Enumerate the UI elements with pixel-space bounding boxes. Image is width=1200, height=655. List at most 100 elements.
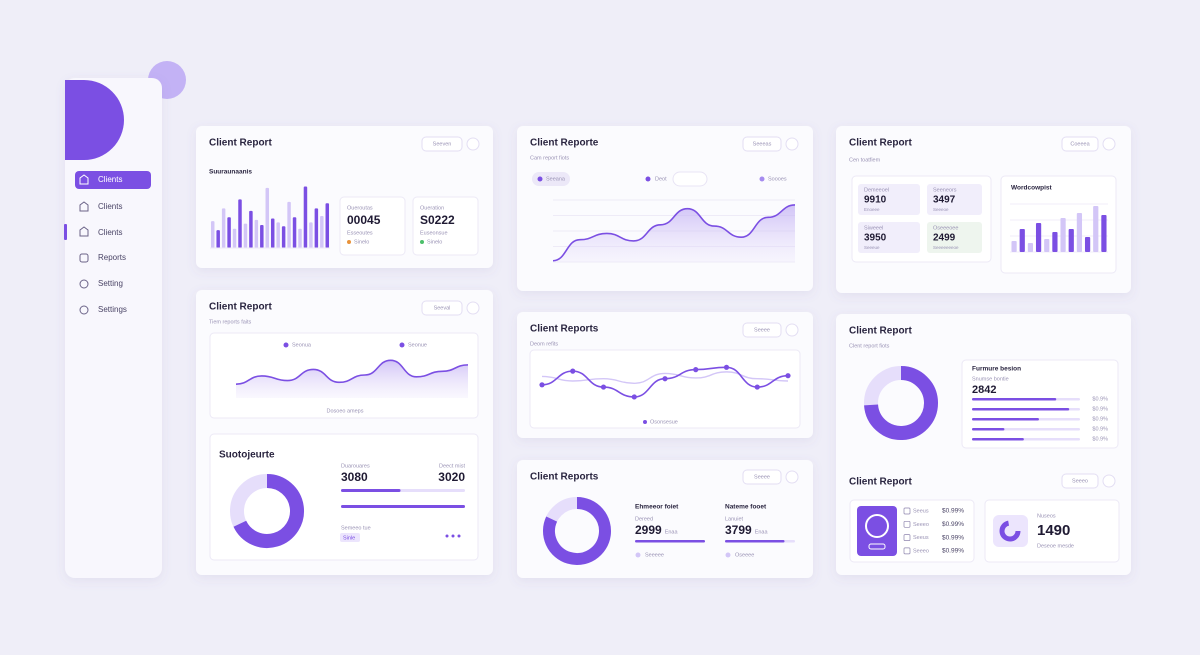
row-value: $0.99% xyxy=(942,521,964,528)
bar xyxy=(221,208,226,248)
button-label[interactable]: Seeeas xyxy=(753,141,772,147)
button-label[interactable]: Coeeea xyxy=(1070,141,1090,147)
button[interactable] xyxy=(421,136,463,152)
legend-label: Seonua xyxy=(292,342,312,348)
progress-bar xyxy=(635,540,705,543)
progress-bar xyxy=(972,428,1005,431)
stat-box xyxy=(858,184,920,215)
point xyxy=(723,364,730,370)
point xyxy=(600,384,607,390)
row-value: $0.99% xyxy=(942,534,964,541)
card-title: Client Report xyxy=(209,302,272,313)
stat-box xyxy=(927,222,982,253)
tab[interactable]: Seeana xyxy=(546,176,566,182)
chart-caption: Dosoeo ameps xyxy=(327,408,364,414)
stat-label: Deect mist xyxy=(439,463,465,469)
tab[interactable]: Soooes xyxy=(768,176,787,182)
stat-label: Oseeeoee xyxy=(933,225,958,231)
stat-note: Esseoutes xyxy=(347,230,373,236)
tab-active[interactable] xyxy=(532,172,570,186)
button-label[interactable]: Seeee xyxy=(754,327,770,333)
stat-unit: Enaa xyxy=(755,529,769,535)
icon-button[interactable] xyxy=(1102,474,1116,488)
nav-item[interactable]: Clients xyxy=(98,175,122,184)
card-subtitle: Cam report fiots xyxy=(530,155,569,161)
progress-bar xyxy=(972,418,1039,421)
bar xyxy=(303,186,308,248)
bar xyxy=(232,228,237,248)
progress-bar xyxy=(341,505,465,508)
button-label[interactable]: Seeee xyxy=(754,474,770,480)
bar xyxy=(227,217,231,248)
icon-button[interactable] xyxy=(785,137,799,151)
tag xyxy=(340,533,360,542)
line xyxy=(541,371,789,384)
progress-bar xyxy=(972,398,1057,401)
nav-item[interactable]: Clients xyxy=(98,228,122,237)
button-label[interactable]: Seeval xyxy=(434,305,451,311)
stat-note: Euseonsue xyxy=(420,230,448,236)
nav-icon xyxy=(79,253,89,263)
tab-box[interactable] xyxy=(672,171,708,187)
button[interactable] xyxy=(742,136,782,152)
nav-icon xyxy=(79,201,89,212)
card-subtitle: Cen toatfiem xyxy=(849,157,881,163)
progress-bar xyxy=(972,438,1024,441)
button[interactable] xyxy=(421,300,463,316)
bar xyxy=(276,222,280,248)
nav-item[interactable]: Setting xyxy=(98,279,123,288)
nav-item[interactable]: Clients xyxy=(98,202,122,211)
stat-note: Seeeeeeeoe xyxy=(933,245,959,250)
point xyxy=(570,368,576,374)
progress-bar xyxy=(972,408,1070,411)
bar xyxy=(1027,243,1034,252)
bar xyxy=(216,230,220,248)
card-title: Client Report xyxy=(849,138,912,149)
row-value: $0.9% xyxy=(1092,426,1108,432)
progress-bar xyxy=(725,540,785,543)
button[interactable] xyxy=(1061,473,1099,489)
icon-button[interactable] xyxy=(785,470,799,484)
legend-dot xyxy=(347,240,351,244)
stat-legend: Oseeee xyxy=(735,552,754,558)
nav-item[interactable]: Reports xyxy=(98,253,126,262)
stat-value: 9910 xyxy=(864,195,887,206)
bar xyxy=(292,217,297,248)
logo-shape xyxy=(65,80,124,160)
bar xyxy=(1035,223,1042,252)
nav-active[interactable] xyxy=(75,171,151,189)
pager xyxy=(445,534,461,538)
card-title: Client Reporte xyxy=(530,138,599,149)
button-label[interactable]: Seeeo xyxy=(1072,478,1088,484)
nav-item[interactable]: Settings xyxy=(98,305,127,314)
button-label[interactable]: Seeven xyxy=(433,141,452,147)
card-subtitle: Deom refits xyxy=(530,341,558,347)
sidebar xyxy=(65,78,162,578)
kpi-icon xyxy=(993,515,1028,547)
nav-indicator xyxy=(64,224,67,240)
stat-unit: Enaa xyxy=(665,529,679,535)
tab[interactable]: Deot xyxy=(655,176,667,182)
bar xyxy=(260,224,264,248)
button[interactable] xyxy=(742,469,782,485)
stat-box xyxy=(339,196,406,256)
row-value: $0.9% xyxy=(1092,396,1108,402)
icon-button[interactable] xyxy=(466,137,480,151)
row-value: $0.9% xyxy=(1092,406,1108,412)
row-icon xyxy=(903,507,911,515)
button[interactable] xyxy=(742,322,782,338)
list-sub: Snumse bontie xyxy=(972,376,1009,382)
stat-box xyxy=(927,184,982,215)
icon-button[interactable] xyxy=(1102,137,1116,151)
icon-button[interactable] xyxy=(466,301,480,315)
card-title: Client Reports xyxy=(530,472,599,483)
legend-dot xyxy=(643,420,647,424)
kpi-note: Deseoe mesde xyxy=(1037,543,1074,549)
stat-legend: Sinelo xyxy=(354,239,369,245)
bar xyxy=(287,201,291,248)
icon-button[interactable] xyxy=(785,323,799,337)
card-title: Client Report xyxy=(209,138,272,149)
bar xyxy=(1068,229,1074,252)
kpi-icon-ring xyxy=(999,520,1021,542)
button[interactable] xyxy=(1061,136,1099,152)
